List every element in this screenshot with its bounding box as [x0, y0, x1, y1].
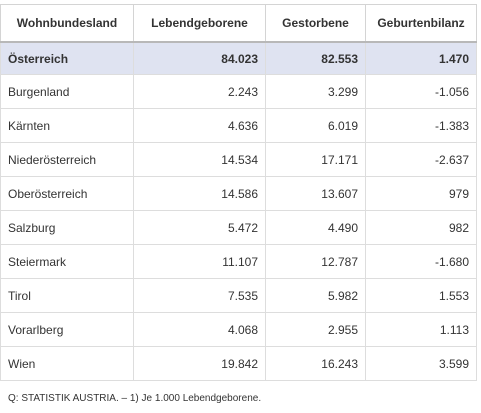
table-row: Kärnten 4.636 6.019 -1.383 [0, 108, 477, 143]
cell-died: 17.171 [265, 142, 366, 177]
table-row: Niederösterreich 14.534 17.171 -2.637 [0, 142, 477, 177]
cell-region: Oberösterreich [0, 176, 134, 211]
table-row: Salzburg 5.472 4.490 982 [0, 210, 477, 245]
table-row-total: Österreich 84.023 82.553 1.470 [0, 41, 477, 75]
cell-balance: 979 [365, 176, 477, 211]
cell-born: 19.842 [133, 346, 266, 381]
cell-balance: 1.470 [365, 41, 477, 75]
cell-born: 11.107 [133, 244, 266, 279]
cell-died: 13.607 [265, 176, 366, 211]
cell-region: Burgenland [0, 74, 134, 109]
cell-region: Steiermark [0, 244, 134, 279]
cell-born: 2.243 [133, 74, 266, 109]
cell-born: 7.535 [133, 278, 266, 313]
cell-region: Wien [0, 346, 134, 381]
cell-died: 2.955 [265, 312, 366, 347]
cell-died: 5.982 [265, 278, 366, 313]
table-row: Tirol 7.535 5.982 1.553 [0, 278, 477, 313]
table-header-row: Wohnbundesland Lebendgeborene Gestorbene… [0, 4, 477, 43]
cell-balance: -1.680 [365, 244, 477, 279]
cell-born: 14.534 [133, 142, 266, 177]
cell-died: 16.243 [265, 346, 366, 381]
cell-born: 4.068 [133, 312, 266, 347]
cell-died: 12.787 [265, 244, 366, 279]
cell-region: Vorarlberg [0, 312, 134, 347]
header-gestorbene: Gestorbene [265, 4, 366, 43]
births-deaths-table: Wohnbundesland Lebendgeborene Gestorbene… [0, 4, 477, 381]
header-wohnbundesland: Wohnbundesland [0, 4, 134, 43]
cell-died: 3.299 [265, 74, 366, 109]
cell-balance: -1.056 [365, 74, 477, 109]
cell-balance: -1.383 [365, 108, 477, 143]
cell-balance: 1.113 [365, 312, 477, 347]
table-row: Vorarlberg 4.068 2.955 1.113 [0, 312, 477, 347]
cell-balance: 1.553 [365, 278, 477, 313]
header-lebendgeborene: Lebendgeborene [133, 4, 266, 43]
table-row: Burgenland 2.243 3.299 -1.056 [0, 74, 477, 109]
cell-region: Kärnten [0, 108, 134, 143]
cell-died: 82.553 [265, 41, 366, 75]
cell-balance: 982 [365, 210, 477, 245]
table-row: Wien 19.842 16.243 3.599 [0, 346, 477, 381]
table-row: Steiermark 11.107 12.787 -1.680 [0, 244, 477, 279]
cell-died: 6.019 [265, 108, 366, 143]
cell-region: Niederösterreich [0, 142, 134, 177]
cell-died: 4.490 [265, 210, 366, 245]
cell-balance: -2.637 [365, 142, 477, 177]
header-geburtenbilanz: Geburtenbilanz [365, 4, 477, 43]
cell-region: Salzburg [0, 210, 134, 245]
cell-born: 84.023 [133, 41, 266, 75]
cell-region: Österreich [0, 41, 134, 75]
cell-balance: 3.599 [365, 346, 477, 381]
cell-born: 14.586 [133, 176, 266, 211]
cell-born: 4.636 [133, 108, 266, 143]
statistics-table-container: Wohnbundesland Lebendgeborene Gestorbene… [0, 4, 477, 381]
cell-born: 5.472 [133, 210, 266, 245]
source-note: Q: STATISTIK AUSTRIA. – 1) Je 1.000 Lebe… [8, 393, 262, 404]
table-row: Oberösterreich 14.586 13.607 979 [0, 176, 477, 211]
cell-region: Tirol [0, 278, 134, 313]
